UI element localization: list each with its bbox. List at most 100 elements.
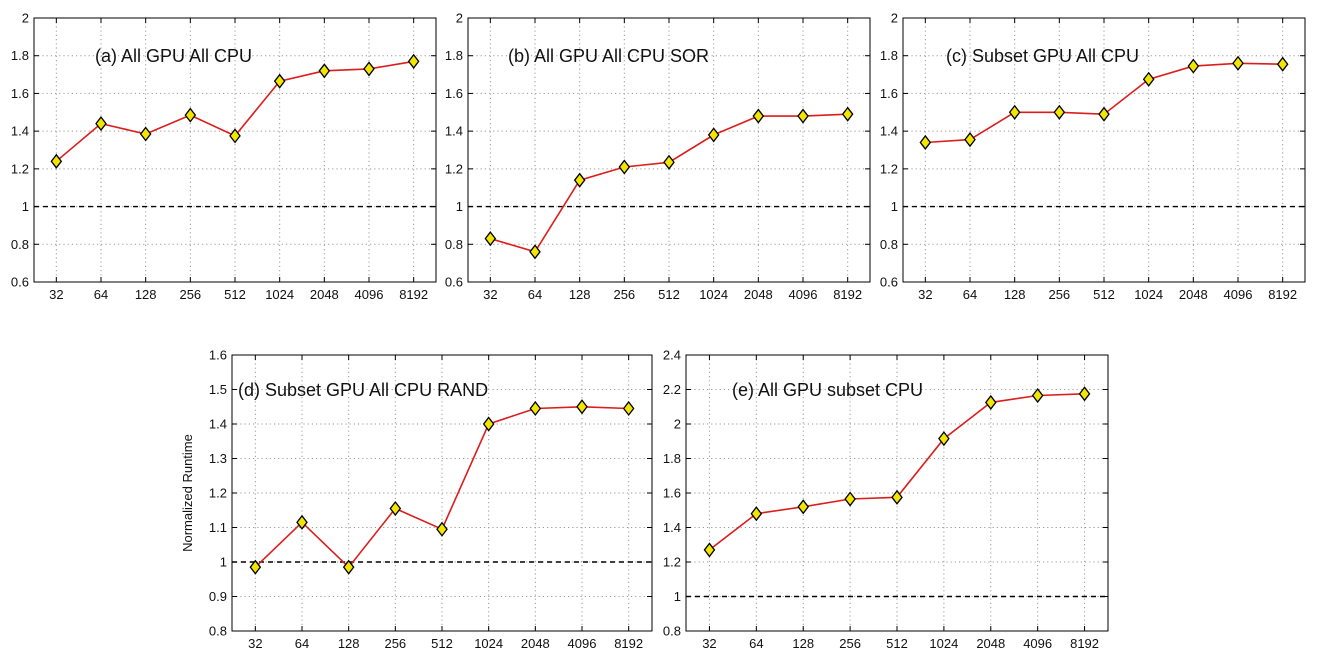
x-tick-label: 4096 — [1224, 287, 1253, 302]
data-point-marker — [1031, 387, 1044, 404]
y-tick-label: 1.4 — [663, 520, 681, 535]
x-tick-label: 512 — [658, 287, 680, 302]
x-tick-label: 4096 — [568, 636, 597, 651]
y-tick-label: 2.4 — [663, 348, 681, 363]
data-point-marker — [984, 394, 997, 411]
y-axis-label: Normalized Runtime — [180, 434, 195, 552]
x-tick-label: 4096 — [1023, 636, 1052, 651]
data-point-marker — [529, 244, 541, 260]
y-tick-label: 1.6 — [663, 486, 681, 501]
x-tick-label: 4096 — [355, 287, 384, 302]
y-tick-label: 1 — [891, 199, 898, 214]
data-point-marker — [318, 63, 331, 79]
data-point-marker — [342, 559, 355, 575]
data-point-marker — [1187, 58, 1200, 74]
y-tick-label: 1.8 — [11, 48, 29, 63]
x-tick-label: 32 — [483, 287, 497, 302]
x-tick-label: 64 — [295, 636, 309, 651]
data-point-marker — [707, 127, 720, 143]
y-tick-label: 2 — [456, 11, 463, 26]
x-tick-label: 2048 — [521, 636, 550, 651]
data-point-marker — [1078, 386, 1091, 402]
y-tick-label: 2 — [674, 417, 681, 432]
y-tick-label: 1.6 — [445, 86, 463, 101]
data-point-marker — [273, 73, 286, 89]
data-point-marker — [1008, 104, 1021, 120]
x-tick-label: 1024 — [699, 287, 728, 302]
data-point-marker — [1098, 106, 1110, 122]
y-tick-label: 1.2 — [11, 161, 29, 176]
chart-panel-c: 0.6 0.8 1 1.2 1.4 1.6 1.8 2 32 64 128 256 512 1024 204… — [880, 11, 1306, 302]
y-tick-label: 0.8 — [880, 237, 898, 252]
data-point-marker — [436, 521, 448, 537]
data-point-marker — [407, 53, 420, 69]
x-tick-label: 64 — [94, 287, 108, 302]
data-point-marker — [752, 108, 765, 124]
x-tick-label: 128 — [569, 287, 591, 302]
x-tick-label: 256 — [179, 287, 201, 302]
data-point-marker — [249, 559, 262, 575]
data-point-marker — [576, 399, 588, 415]
y-tick-label: 0.6 — [445, 275, 463, 290]
y-tick-label: 1 — [456, 199, 463, 214]
data-point-marker — [622, 400, 635, 417]
x-tick-label: 32 — [49, 287, 63, 302]
y-tick-label: 0.8 — [11, 237, 29, 252]
x-tick-label: 32 — [702, 636, 716, 651]
y-tick-label: 2 — [22, 11, 29, 26]
data-point-marker — [750, 506, 763, 522]
data-point-marker — [703, 542, 716, 558]
data-point-marker — [964, 132, 976, 148]
y-tick-label: 1.1 — [209, 520, 227, 535]
chart-title: (d) Subset GPU All CPU RAND — [238, 380, 488, 400]
y-tick-label: 1.8 — [445, 48, 463, 63]
x-tick-label: 512 — [886, 636, 908, 651]
data-point-marker — [797, 108, 809, 124]
x-tick-label: 128 — [792, 636, 814, 651]
x-tick-label: 1024 — [265, 287, 294, 302]
data-point-marker — [618, 159, 631, 175]
y-tick-label: 0.8 — [445, 237, 463, 252]
y-tick-label: 1.2 — [445, 161, 463, 176]
data-point-marker — [1232, 55, 1244, 71]
x-tick-label: 128 — [135, 287, 157, 302]
y-tick-label: 1.2 — [880, 161, 898, 176]
x-tick-label: 8192 — [833, 287, 862, 302]
y-tick-label: 0.8 — [663, 624, 681, 639]
y-tick-label: 2.2 — [663, 382, 681, 397]
y-tick-label: 0.8 — [209, 624, 227, 639]
y-tick-label: 1.2 — [209, 486, 227, 501]
data-point-marker — [50, 153, 63, 169]
x-tick-label: 4096 — [789, 287, 818, 302]
y-tick-label: 1.5 — [209, 382, 227, 397]
x-tick-label: 8192 — [1268, 287, 1297, 302]
y-tick-label: 1.4 — [445, 124, 463, 139]
data-point-marker — [484, 231, 497, 247]
x-tick-label: 256 — [613, 287, 635, 302]
y-tick-label: 1.8 — [880, 48, 898, 63]
chart-title: (a) All GPU All CPU — [95, 46, 252, 66]
data-point-marker — [573, 172, 586, 188]
y-tick-label: 1 — [674, 589, 681, 604]
x-tick-label: 1024 — [929, 636, 958, 651]
x-tick-label: 256 — [839, 636, 861, 651]
x-tick-label: 32 — [918, 287, 932, 302]
y-tick-label: 1.4 — [880, 124, 898, 139]
data-point-marker — [296, 514, 308, 530]
data-point-marker — [1276, 56, 1289, 72]
chart-title: (e) All GPU subset CPU — [732, 380, 923, 400]
y-tick-label: 0.6 — [880, 275, 898, 290]
x-tick-label: 8192 — [399, 287, 428, 302]
y-tick-label: 1 — [22, 199, 29, 214]
x-tick-label: 64 — [963, 287, 977, 302]
y-tick-label: 1.6 — [11, 86, 29, 101]
data-point-marker — [229, 128, 241, 144]
x-tick-label: 128 — [338, 636, 360, 651]
chart-title: (b) All GPU All CPU SOR — [508, 46, 709, 66]
chart-panel-d: 0.8 0.9 1 1.1 1.2 1.3 1.4 1.5 1.6 32 64 128 256 512 10… — [180, 348, 653, 651]
x-tick-label: 64 — [528, 287, 542, 302]
x-tick-label: 256 — [384, 636, 406, 651]
x-tick-label: 128 — [1004, 287, 1026, 302]
x-tick-label: 2048 — [976, 636, 1005, 651]
